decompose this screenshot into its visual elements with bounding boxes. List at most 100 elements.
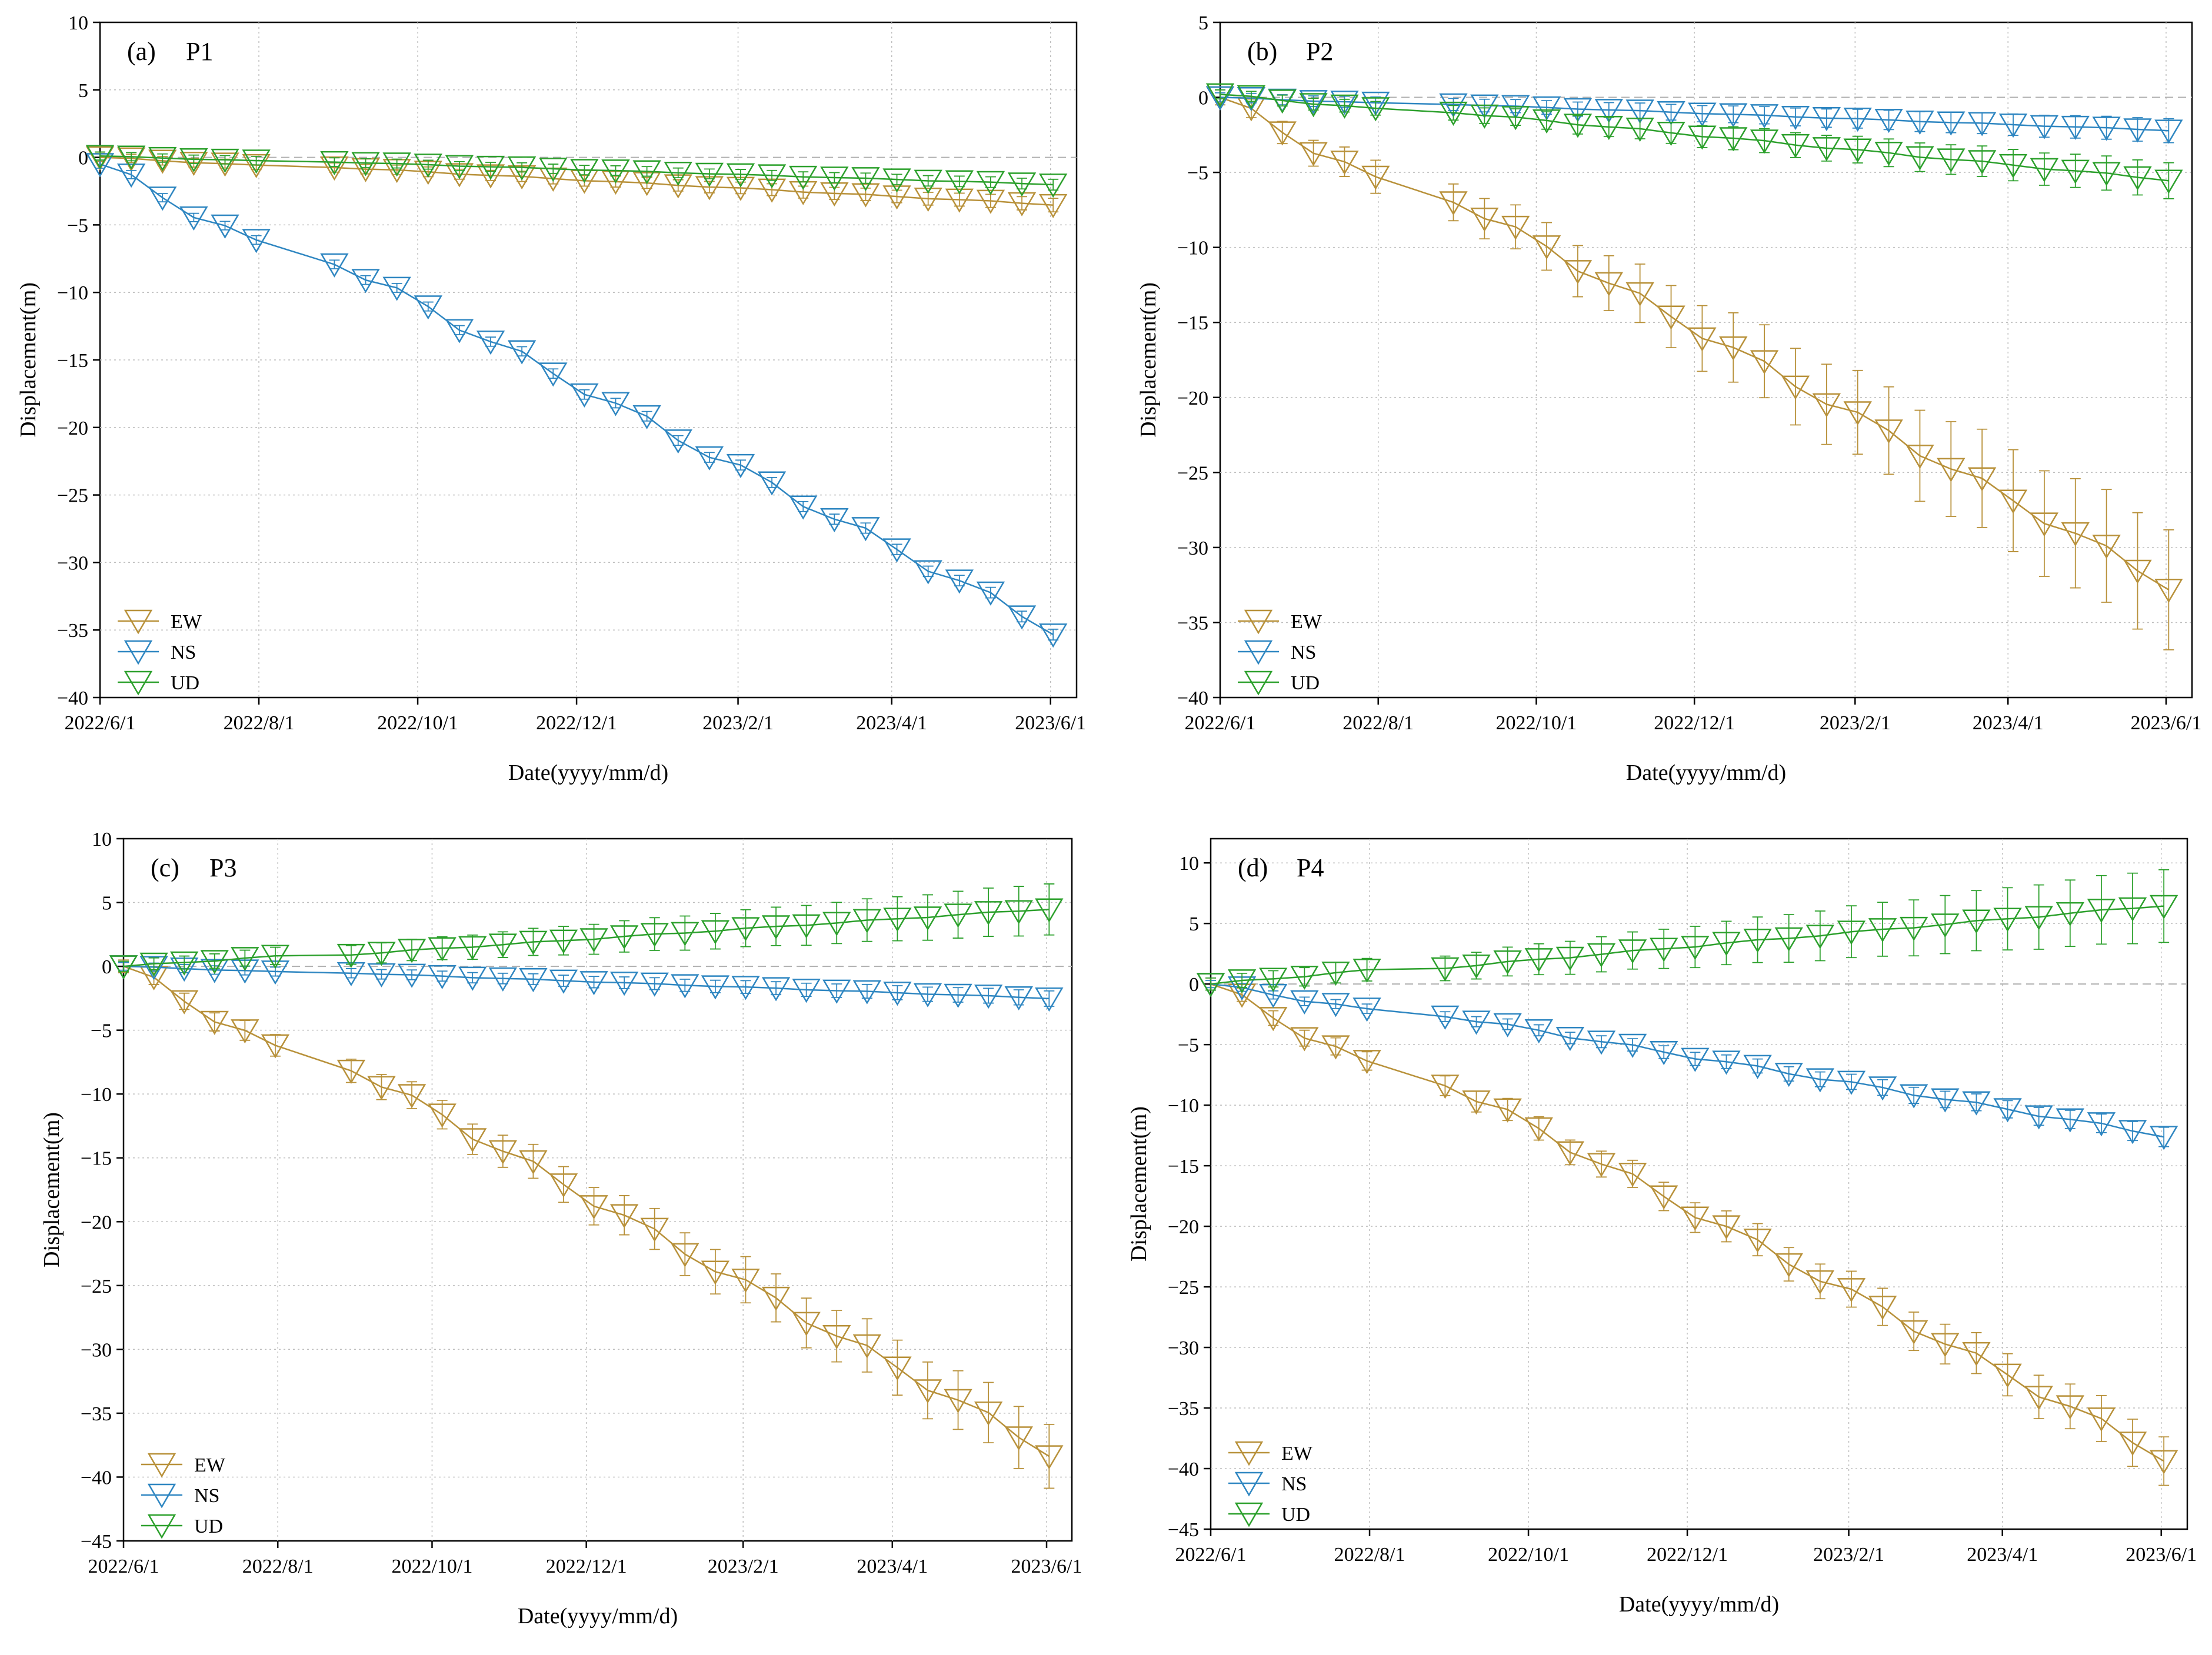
data-point: [428, 937, 457, 962]
data-point: [1532, 109, 1561, 134]
data-point: [1321, 962, 1350, 986]
data-point: [2092, 116, 2121, 141]
data-point: [851, 167, 880, 192]
data-point: [789, 165, 818, 191]
panel-d: 2022/6/1 2022/8/1 2022/10/1 2022/12/1 2023/2…: [1127, 837, 2197, 1617]
y-tick-label: −40: [1177, 688, 1208, 709]
data-point: [1439, 191, 1468, 216]
data-point: [1035, 1445, 1064, 1470]
data-point: [1688, 125, 1717, 150]
y-tick-label: −35: [1168, 1398, 1199, 1420]
data-point: [519, 968, 548, 993]
legend-label: UD: [1291, 672, 1320, 694]
data-point: [913, 1379, 942, 1404]
data-point: [1843, 138, 1872, 163]
data-point: [445, 319, 474, 343]
data-point: [1688, 102, 1717, 127]
y-tick-label: 5: [1189, 913, 1199, 935]
data-point: [109, 955, 138, 980]
data-point: [1555, 1141, 1585, 1166]
data-point: [1931, 1333, 1960, 1357]
data-point: [1290, 965, 1319, 990]
legend-marker: [1244, 609, 1273, 635]
data-point: [211, 214, 239, 239]
data-point: [852, 909, 881, 933]
x-tick-label: 2022/8/1: [242, 1556, 314, 1577]
data-point: [169, 951, 199, 976]
data-point: [1237, 85, 1266, 110]
y-axis-title: Displacement(m): [16, 282, 41, 438]
data-point: [1004, 900, 1033, 925]
legend-marker: [124, 670, 153, 696]
series-line: [1220, 94, 2169, 182]
data-point: [1462, 1010, 1491, 1035]
legend-label: NS: [171, 642, 196, 663]
data-point: [2087, 899, 2116, 923]
data-point: [976, 189, 1005, 214]
data-point: [883, 1356, 912, 1381]
data-point: [1299, 142, 1328, 166]
data-point: [1688, 327, 1717, 352]
data-point: [85, 145, 115, 169]
panel-title: P3: [209, 853, 236, 882]
data-point: [1900, 1320, 1928, 1344]
legend-marker: [147, 1514, 176, 1539]
data-point: [320, 253, 349, 278]
data-point: [242, 154, 271, 178]
data-point: [382, 152, 411, 177]
data-point: [1774, 927, 1803, 952]
legend-label: UD: [1281, 1504, 1310, 1526]
data-point: [1712, 1215, 1741, 1240]
x-axis-title: Date(yyyy/mm/d): [508, 760, 668, 785]
data-point: [640, 972, 669, 997]
data-point: [519, 1150, 548, 1174]
data-point: [820, 166, 849, 191]
data-point: [664, 162, 692, 186]
x-tick-label: 2022/6/1: [88, 1556, 159, 1577]
plot-frame: [1219, 21, 2193, 699]
y-tick-label: −25: [57, 485, 88, 507]
data-point: [1967, 467, 1997, 492]
data-point: [1937, 111, 1966, 136]
data-point: [883, 982, 912, 1006]
data-point: [200, 950, 229, 975]
data-point: [1299, 90, 1328, 115]
data-point: [539, 362, 568, 387]
data-point: [351, 152, 380, 176]
data-point: [792, 1312, 821, 1336]
data-point: [139, 952, 168, 977]
data-point: [1587, 943, 1616, 967]
data-point: [1837, 920, 1866, 945]
legend-marker: [1244, 640, 1273, 665]
data-point: [428, 1103, 457, 1128]
y-tick-label: −15: [81, 1148, 112, 1170]
data-point: [1007, 172, 1037, 197]
data-point: [242, 149, 271, 174]
data-point: [1743, 1055, 1772, 1079]
x-tick-label: 2023/2/1: [702, 712, 774, 734]
y-axis-title: Displacement(m): [1127, 1106, 1151, 1262]
y-axis-title: Displacement(m): [1136, 282, 1161, 438]
data-point: [1657, 121, 1685, 146]
y-tick-label: −40: [81, 1467, 112, 1489]
legend-marker: [147, 1453, 176, 1478]
y-tick-label: −5: [67, 215, 88, 236]
data-point: [913, 906, 942, 931]
data-point: [382, 276, 411, 301]
x-tick-label: 2023/6/1: [1015, 712, 1086, 734]
y-tick-label: −15: [57, 350, 88, 372]
data-point: [1874, 109, 1903, 134]
data-point: [695, 446, 724, 471]
series-line: [1220, 96, 2169, 132]
data-point: [179, 148, 208, 173]
y-tick-label: −20: [81, 1212, 112, 1233]
data-point: [320, 151, 349, 175]
data-point: [792, 914, 821, 939]
x-tick-label: 2022/10/1: [1495, 712, 1577, 734]
data-point: [852, 1334, 881, 1359]
data-point: [609, 925, 639, 950]
data-point: [1625, 118, 1654, 142]
panel-c: 2022/6/1 2022/8/1 2022/10/1 2022/12/1 2023/2…: [39, 829, 1082, 1629]
data-point: [116, 147, 146, 172]
data-point: [1290, 1027, 1319, 1052]
